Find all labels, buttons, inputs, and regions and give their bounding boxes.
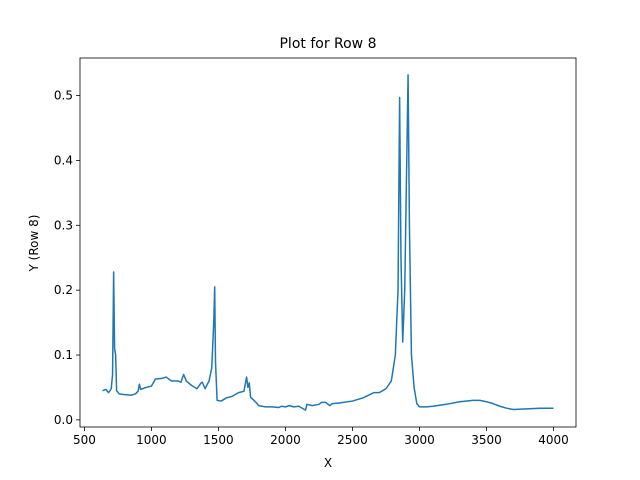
x-axis-label: X xyxy=(324,456,332,470)
chart-title: Plot for Row 8 xyxy=(279,36,376,52)
x-tick-label: 2000 xyxy=(270,433,301,447)
x-tick-label: 3000 xyxy=(404,433,435,447)
data-line xyxy=(102,74,554,411)
y-tick-label: 0.3 xyxy=(54,218,73,232)
x-tick-label: 4000 xyxy=(538,433,569,447)
y-tick-label: 0.1 xyxy=(54,348,73,362)
x-tick-label: 3500 xyxy=(471,433,502,447)
x-tick-label: 1000 xyxy=(136,433,167,447)
plot-frame xyxy=(79,57,577,428)
y-tick-label: 0.2 xyxy=(54,283,73,297)
y-tick-label: 0.5 xyxy=(54,89,73,103)
x-tick-label: 1500 xyxy=(203,433,234,447)
y-axis-label: Y (Row 8) xyxy=(27,215,41,273)
x-tick-label: 500 xyxy=(73,433,96,447)
x-tick-label: 2500 xyxy=(337,433,368,447)
y-tick-label: 0.4 xyxy=(54,153,73,167)
y-tick-label: 0.0 xyxy=(54,413,73,427)
